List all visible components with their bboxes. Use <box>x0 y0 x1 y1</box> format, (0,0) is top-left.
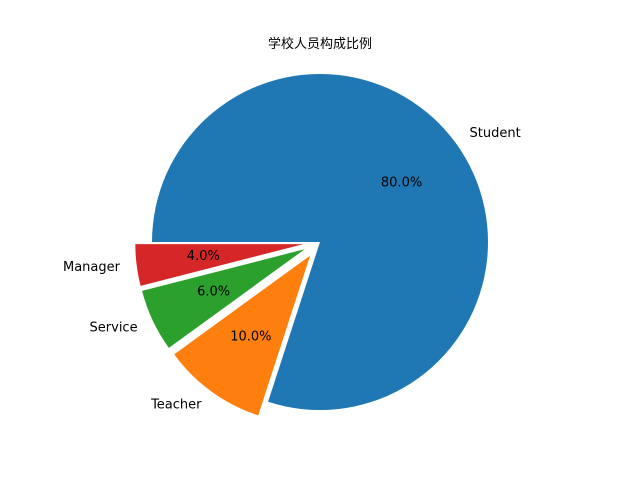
pie-slice-manager <box>135 244 304 286</box>
pct-label-student: 80.0% <box>381 175 422 190</box>
slice-label-student: Student <box>470 126 521 141</box>
pie-slice-service <box>142 249 305 348</box>
pct-label-manager: 4.0% <box>187 249 220 264</box>
slice-label-manager: Manager <box>63 260 121 275</box>
slice-label-service: Service <box>90 320 138 335</box>
pct-label-service: 6.0% <box>197 285 230 300</box>
pie-slices <box>135 73 489 416</box>
slice-label-teacher: Teacher <box>150 398 202 413</box>
pie-slice-student <box>152 73 489 410</box>
pct-label-teacher: 10.0% <box>230 330 271 345</box>
pie-slice-teacher <box>174 255 311 416</box>
chart-title: 学校人员构成比例 <box>268 36 372 52</box>
pie-labels: 80.0% Student 10.0% Teacher 6.0% Service 4.0% M… <box>63 126 521 413</box>
